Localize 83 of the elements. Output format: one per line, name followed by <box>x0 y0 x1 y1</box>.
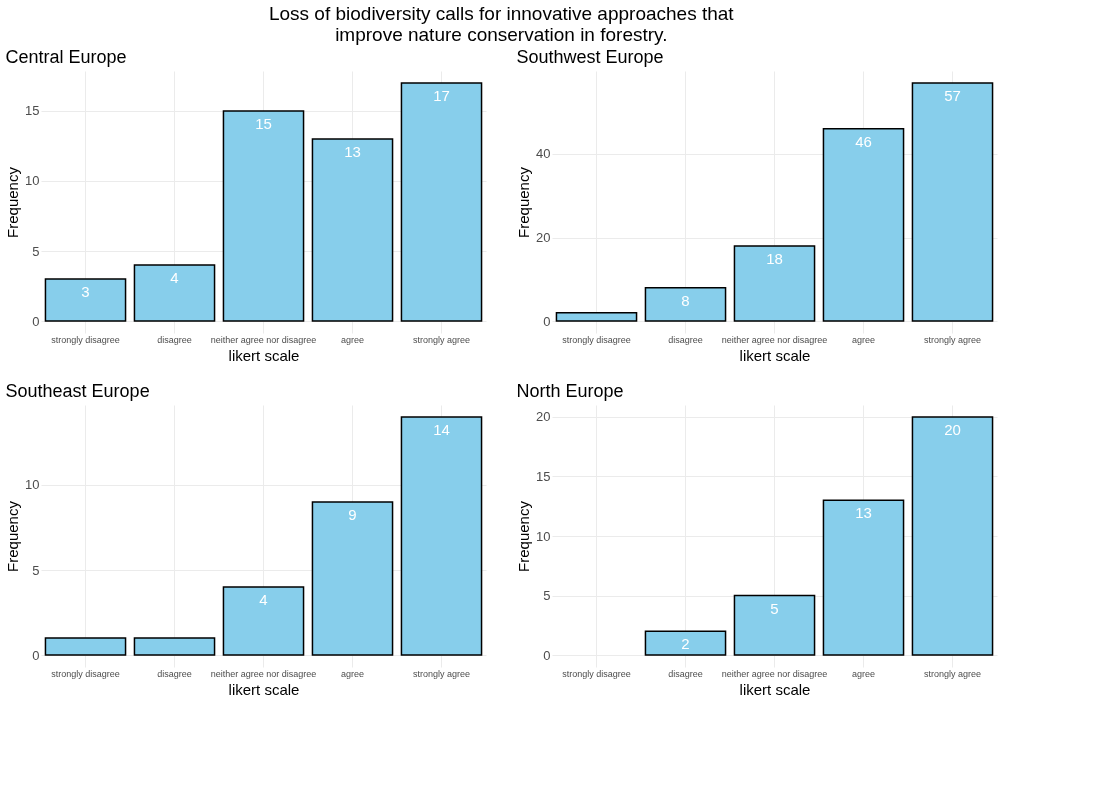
text: 4 <box>259 591 268 609</box>
bar <box>400 82 483 322</box>
bar <box>733 594 816 656</box>
chart-title: North Europe <box>516 381 624 401</box>
x-tick-label: neither agree nor disagree <box>210 334 317 345</box>
x-tick-label: strongly disagree <box>51 668 120 679</box>
bar <box>311 138 394 322</box>
x-tick-label: disagree <box>668 334 703 345</box>
x-tick-label: disagree <box>157 334 192 345</box>
x-tick-label: strongly agree <box>412 334 471 345</box>
data-label: 5 <box>770 599 779 617</box>
x-axis-title: likert scale <box>739 680 811 698</box>
data-label: 13 <box>855 504 872 522</box>
y-tick-label: 10 <box>25 173 40 189</box>
text: 46 <box>855 132 872 150</box>
y-tick-label: 10 <box>25 477 40 493</box>
text: 9 <box>348 505 357 523</box>
x-tick-label: agree <box>340 334 365 345</box>
y-tick-label: 5 <box>543 588 551 604</box>
y-tick-label: 20 <box>536 409 551 425</box>
x-tick-label: agree <box>851 334 876 345</box>
y-tick-label: 40 <box>536 146 551 162</box>
bar <box>911 416 994 656</box>
x-axis-title: likert scale <box>228 680 300 698</box>
x-tick-label: strongly agree <box>412 668 471 679</box>
bar <box>644 286 727 322</box>
chart-title: Central Europe <box>5 47 127 67</box>
text: 14 <box>433 420 450 438</box>
y-tick-label: 10 <box>536 528 551 544</box>
chart-title: Southeast Europe <box>5 381 150 401</box>
bar <box>400 416 483 656</box>
bar <box>133 264 216 322</box>
bar <box>44 278 127 322</box>
y-tick-label: 15 <box>25 103 40 119</box>
text: 57 <box>944 86 961 104</box>
bar <box>911 82 994 322</box>
x-tick-label: strongly agree <box>923 668 982 679</box>
text: 8 <box>681 291 690 309</box>
x-tick-label: disagree <box>668 668 703 679</box>
bar <box>733 245 816 322</box>
x-tick-label: disagree <box>157 668 192 679</box>
x-tick-label: agree <box>340 668 365 679</box>
x-tick-label: neither agree nor disagree <box>721 668 828 679</box>
data-label: 15 <box>255 114 272 132</box>
data-label: 17 <box>433 86 450 104</box>
x-axis-title: likert scale <box>739 346 811 364</box>
y-axis-title: Frequency <box>4 166 22 238</box>
x-axis-title: likert scale <box>228 346 300 364</box>
y-tick-label: 5 <box>32 243 40 259</box>
y-tick-label: 0 <box>543 647 551 663</box>
bar <box>311 501 394 656</box>
bar <box>644 630 727 656</box>
chart-title: Southwest Europe <box>516 47 664 67</box>
x-tick-label: neither agree nor disagree <box>721 334 828 345</box>
bar <box>44 637 127 656</box>
bar <box>822 499 905 656</box>
x-tick-label: strongly disagree <box>562 334 631 345</box>
x-tick-label: strongly disagree <box>562 668 631 679</box>
data-label: 2 <box>681 635 690 653</box>
y-tick-label: 20 <box>536 230 551 246</box>
x-tick-label: strongly disagree <box>51 334 120 345</box>
y-axis-title: Frequency <box>515 500 533 572</box>
y-tick-label: 5 <box>32 562 40 578</box>
y-tick-label: 0 <box>32 313 40 329</box>
text: 18 <box>766 249 783 267</box>
data-label: 20 <box>944 420 961 438</box>
data-label: 13 <box>344 142 361 160</box>
y-axis-title: Frequency <box>4 500 22 572</box>
text: Loss of biodiversity calls for innovative approaches that improve nature conservation in forestry. <box>268 3 735 45</box>
data-label: 3 <box>81 283 90 301</box>
y-tick-label: 15 <box>536 468 551 484</box>
y-tick-label: 0 <box>32 647 40 663</box>
bar <box>133 637 216 656</box>
bar <box>222 586 305 656</box>
x-tick-label: strongly agree <box>923 334 982 345</box>
bar <box>222 110 305 322</box>
bar <box>822 128 905 322</box>
y-axis-title: Frequency <box>515 166 533 238</box>
y-tick-label: 0 <box>543 313 551 329</box>
bar <box>555 311 638 322</box>
x-tick-label: neither agree nor disagree <box>210 668 317 679</box>
data-label: 4 <box>170 269 179 287</box>
x-tick-label: agree <box>851 668 876 679</box>
